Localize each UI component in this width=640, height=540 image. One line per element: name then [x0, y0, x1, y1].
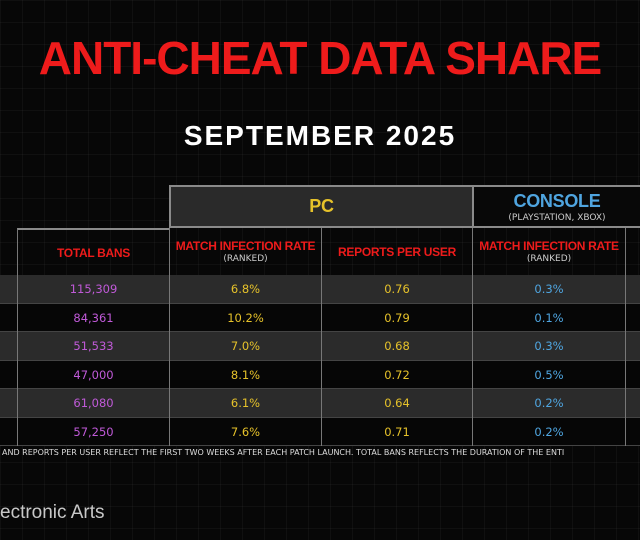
extra-cell [625, 389, 640, 418]
console-infection-rate-value: 0.5% [472, 360, 625, 389]
column-header-console-infection-rate: MATCH INFECTION RATE (RANKED) [472, 228, 625, 275]
column-header-total-bans: TOTAL BANS [17, 228, 169, 275]
pc-reports-value: 0.79 [321, 303, 472, 332]
extra-cell [625, 303, 640, 332]
pc-reports-value: 0.68 [321, 332, 472, 361]
table-row: 51,533 7.0% 0.68 0.3% [0, 332, 640, 361]
total-bans-value: 57,250 [17, 417, 169, 446]
pc-reports-value: 0.71 [321, 417, 472, 446]
page-title: ANTI-CHEAT DATA SHARE [38, 32, 602, 84]
pc-infection-rate-value: 7.0% [169, 332, 321, 361]
group-header-console: CONSOLE (PLAYSTATION, XBOX) [472, 185, 640, 228]
total-bans-value: 47,000 [17, 360, 169, 389]
group-sublabel-console: (PLAYSTATION, XBOX) [508, 212, 606, 223]
column-header-extra [625, 228, 640, 275]
extra-cell [625, 332, 640, 361]
page-subtitle: SEPTEMBER 2025 [183, 120, 457, 151]
pc-infection-rate-value: 6.1% [169, 389, 321, 418]
pc-infection-rate-value: 6.8% [169, 275, 321, 304]
console-infection-rate-value: 0.3% [472, 275, 625, 304]
console-infection-rate-value: 0.2% [472, 389, 625, 418]
pc-reports-value: 0.64 [321, 389, 472, 418]
group-label-console: CONSOLE [513, 190, 601, 211]
table-row: 47,000 8.1% 0.72 0.5% [0, 360, 640, 389]
column-sublabel: (RANKED) [526, 254, 572, 264]
table-row: 61,080 6.1% 0.64 0.2% [0, 389, 640, 418]
table-row: 115,309 6.8% 0.76 0.3% [0, 275, 640, 304]
total-bans-value: 84,361 [17, 303, 169, 332]
column-header-pc-reports: REPORTS PER USER [321, 228, 472, 275]
console-infection-rate-value: 0.1% [472, 303, 625, 332]
column-label: MATCH INFECTION RATE [175, 239, 316, 253]
extra-cell [625, 275, 640, 304]
total-bans-value: 115,309 [17, 275, 169, 304]
group-header-pc: PC [169, 185, 472, 228]
total-bans-value: 61,080 [17, 389, 169, 418]
column-header-pc-infection-rate: MATCH INFECTION RATE (RANKED) [169, 228, 321, 275]
column-label: MATCH INFECTION RATE [479, 239, 619, 253]
console-infection-rate-value: 0.3% [472, 332, 625, 361]
extra-cell [625, 360, 640, 389]
table-row: 84,361 10.2% 0.79 0.1% [0, 303, 640, 332]
pc-reports-value: 0.72 [321, 360, 472, 389]
extra-cell [625, 417, 640, 446]
total-bans-value: 51,533 [17, 332, 169, 361]
column-sublabel: (RANKED) [223, 254, 268, 264]
brand-logo-text: ectronic Arts [0, 502, 105, 523]
pc-infection-rate-value: 8.1% [169, 360, 321, 389]
column-label: REPORTS PER USER [338, 244, 456, 259]
pc-reports-value: 0.76 [321, 275, 472, 304]
footnote: AND REPORTS PER USER REFLECT THE FIRST T… [2, 448, 565, 457]
group-label-pc: PC [309, 196, 334, 216]
pc-infection-rate-value: 7.6% [169, 417, 321, 446]
pc-infection-rate-value: 10.2% [169, 303, 321, 332]
console-infection-rate-value: 0.2% [472, 417, 625, 446]
table-row: 57,250 7.6% 0.71 0.2% [0, 417, 640, 446]
column-label: TOTAL BANS [56, 245, 130, 260]
